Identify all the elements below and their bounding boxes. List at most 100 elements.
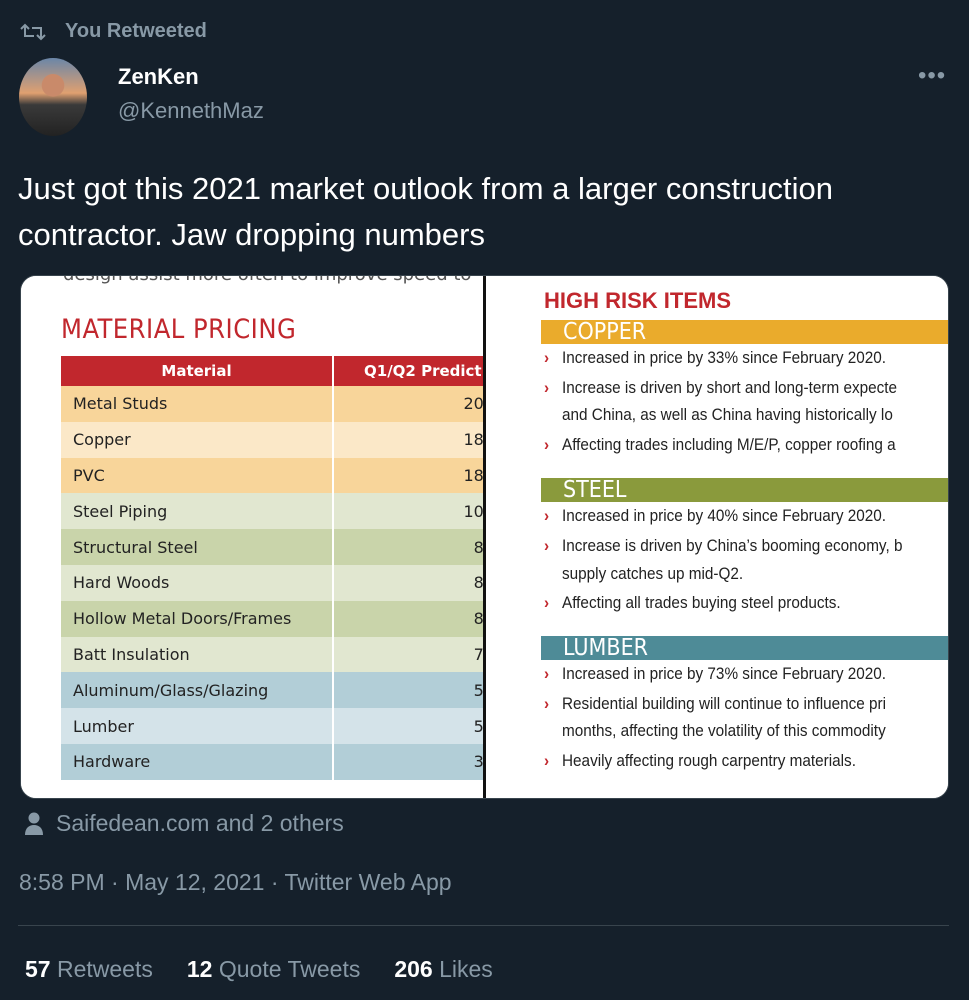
high-risk-title: HIGH RISK ITEMS xyxy=(544,288,732,313)
material-pricing-title: MATERIAL PRICING xyxy=(61,314,297,345)
chevron-right-icon: › xyxy=(544,694,550,713)
material-cell: Hollow Metal Doors/Frames xyxy=(61,600,334,637)
material-cell: Batt Insulation xyxy=(61,636,334,673)
section-steel-header: STEEL xyxy=(541,478,948,502)
divider xyxy=(18,925,949,926)
like-count: 206 xyxy=(394,956,433,982)
chevron-right-icon: › xyxy=(544,751,550,770)
chevron-right-icon: › xyxy=(544,348,550,367)
bullet-item: and China, as well as China having histo… xyxy=(544,401,893,429)
chevron-right-icon: › xyxy=(544,506,550,525)
tweet-image[interactable]: design assist more often to improve spee… xyxy=(20,275,949,799)
author-handle[interactable]: @KennethMaz xyxy=(118,98,264,123)
retweet-context: You Retweeted xyxy=(65,20,207,42)
high-risk-panel: HIGH RISK ITEMS COPPER › Increased in pric… xyxy=(486,276,948,798)
bullet-text: Increased in price by 33% since February… xyxy=(562,348,887,367)
retweets-label: Retweets xyxy=(56,956,153,982)
prediction-cell: 8% xyxy=(333,600,483,637)
material-cell: Lumber xyxy=(61,708,334,744)
material-cell: Structural Steel xyxy=(61,529,334,565)
prediction-cell: 3% xyxy=(333,743,483,780)
bullet-item: supply catches up mid-Q2. xyxy=(544,560,743,588)
material-cell: Aluminum/Glass/Glazing xyxy=(61,672,334,709)
header-prediction: Q1/Q2 Predict xyxy=(333,356,483,386)
bullet-text: and China, as well as China having histo… xyxy=(562,405,893,424)
avatar[interactable] xyxy=(19,58,87,136)
material-pricing-table: Material Q1/Q2 Predict Metal Studs20%Cop… xyxy=(61,356,483,780)
timestamp[interactable]: 8:58 PM · May 12, 2021 · Twitter Web App xyxy=(19,869,452,895)
bullet-item: › Increased in price by 33% since Februar… xyxy=(544,344,886,372)
quote-tweets-link[interactable]: 12 Quote Tweets xyxy=(187,956,360,983)
quote-count: 12 xyxy=(186,956,213,982)
retweet-count: 57 xyxy=(25,956,51,982)
section-lumber-header: LUMBER xyxy=(541,636,948,660)
person-icon xyxy=(25,812,43,835)
material-cell: Hard Woods xyxy=(61,564,334,601)
chevron-right-icon: › xyxy=(544,435,550,454)
social-context-link[interactable]: Saifedean.com and 2 others xyxy=(56,810,344,836)
prediction-cell: 5% xyxy=(333,708,483,744)
bullet-item: › Heavily affecting rough carpentry mater… xyxy=(544,747,856,775)
bullet-text: Heavily affecting rough carpentry materi… xyxy=(562,751,856,770)
quotes-label: Quote Tweets xyxy=(218,956,361,982)
tweet-stats: 57 Retweets 12 Quote Tweets 206 Likes xyxy=(25,956,493,983)
cut-off-text: design assist more often to improve spee… xyxy=(63,276,471,285)
prediction-cell: 10% xyxy=(333,493,483,530)
bullet-text: Affecting trades including M/E/P, copper… xyxy=(562,435,896,454)
image-divider xyxy=(483,276,486,798)
prediction-cell: 7% xyxy=(333,636,483,673)
bullet-item: › Affecting all trades buying steel produ… xyxy=(544,589,841,617)
prediction-cell: 18% xyxy=(333,457,483,494)
chevron-right-icon: › xyxy=(544,593,550,612)
chevron-right-icon: › xyxy=(544,536,550,555)
material-cell: Hardware xyxy=(61,743,334,780)
prediction-cell: 20% xyxy=(333,386,483,422)
section-copper-header: COPPER xyxy=(541,320,948,344)
prediction-cell: 8% xyxy=(333,529,483,565)
bullet-item: › Increase is driven by China’s booming e… xyxy=(544,532,902,560)
bullet-item: › Affecting trades including M/E/P, coppe… xyxy=(544,431,896,459)
bullet-item: › Increased in price by 73% since Februar… xyxy=(544,660,886,688)
material-cell: Metal Studs xyxy=(61,386,334,422)
prediction-cell: 18% xyxy=(333,421,483,458)
bullet-text: Increased in price by 73% since February… xyxy=(562,664,887,683)
header-material: Material xyxy=(61,356,334,386)
prediction-cell: 8% xyxy=(333,564,483,601)
material-cell: Steel Piping xyxy=(61,493,334,530)
bullet-item: months, affecting the volatility of this… xyxy=(544,717,886,745)
bullet-text: Affecting all trades buying steel produc… xyxy=(562,593,841,612)
likes-label: Likes xyxy=(439,956,493,982)
bullet-text: Residential building will continue to in… xyxy=(562,694,887,713)
bullet-text: Increase is driven by short and long-ter… xyxy=(562,378,898,397)
retweets-link[interactable]: 57 Retweets xyxy=(25,956,153,983)
bullet-text: supply catches up mid-Q2. xyxy=(562,564,744,583)
retweet-icon xyxy=(20,23,46,41)
prediction-cell: 5% xyxy=(333,672,483,709)
likes-link[interactable]: 206 Likes xyxy=(394,956,492,983)
material-cell: Copper xyxy=(61,421,334,458)
material-cell: PVC xyxy=(61,457,334,494)
author-name[interactable]: ZenKen xyxy=(118,64,199,89)
chevron-right-icon: › xyxy=(544,378,550,397)
bullet-item: › Increased in price by 40% since Februar… xyxy=(544,502,886,530)
chevron-right-icon: › xyxy=(544,664,550,683)
material-pricing-panel: design assist more often to improve spee… xyxy=(21,276,483,798)
bullet-item: › Residential building will continue to i… xyxy=(544,690,886,718)
bullet-item: › Increase is driven by short and long-te… xyxy=(544,374,897,402)
bullet-text: Increase is driven by China’s booming ec… xyxy=(562,536,903,555)
more-options-icon[interactable]: ••• xyxy=(918,62,947,89)
bullet-text: months, affecting the volatility of this… xyxy=(562,721,886,740)
bullet-text: Increased in price by 40% since February… xyxy=(562,506,887,525)
tweet-text: Just got this 2021 market outlook from a… xyxy=(18,171,834,252)
